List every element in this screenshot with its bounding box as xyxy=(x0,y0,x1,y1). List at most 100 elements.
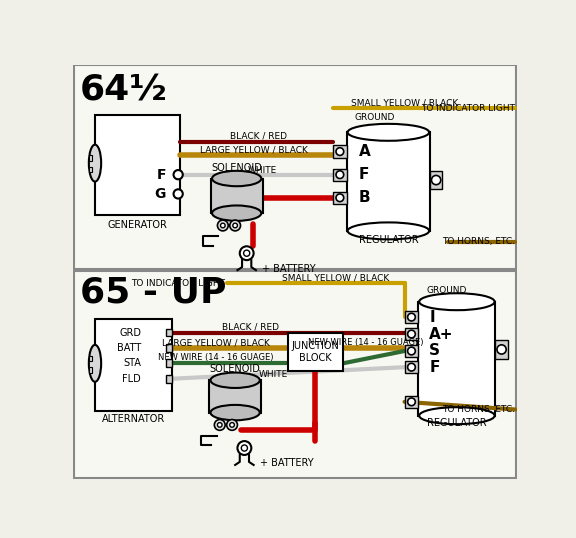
Text: GROUND: GROUND xyxy=(354,113,395,122)
Bar xyxy=(89,155,92,161)
Text: SMALL YELLOW / BLACK: SMALL YELLOW / BLACK xyxy=(351,98,458,108)
Bar xyxy=(495,340,507,359)
Text: B: B xyxy=(359,190,371,206)
Ellipse shape xyxy=(347,222,429,239)
Text: FLD: FLD xyxy=(123,374,141,384)
Text: A+: A+ xyxy=(429,327,454,342)
Text: WHITE: WHITE xyxy=(248,166,276,174)
Ellipse shape xyxy=(212,171,262,186)
Circle shape xyxy=(408,347,415,355)
Text: ALTERNATOR: ALTERNATOR xyxy=(102,414,165,424)
Ellipse shape xyxy=(89,145,101,182)
Bar xyxy=(89,356,92,361)
Text: + BATTERY: + BATTERY xyxy=(260,458,313,469)
Circle shape xyxy=(336,171,344,179)
Circle shape xyxy=(227,420,237,430)
Bar xyxy=(347,132,430,231)
Text: I: I xyxy=(429,310,435,324)
Bar xyxy=(210,179,263,213)
Ellipse shape xyxy=(89,345,101,382)
Bar xyxy=(166,359,172,367)
Ellipse shape xyxy=(210,405,260,420)
Circle shape xyxy=(173,189,183,199)
Text: STA: STA xyxy=(123,358,141,369)
Bar xyxy=(95,318,172,411)
Bar xyxy=(404,361,418,373)
Bar xyxy=(95,115,180,215)
Circle shape xyxy=(408,313,415,321)
Text: TO INDICATOR LIGHT: TO INDICATOR LIGHT xyxy=(131,279,225,288)
Bar xyxy=(333,192,347,204)
Bar xyxy=(404,395,418,408)
Circle shape xyxy=(217,220,228,231)
Text: GROUND: GROUND xyxy=(426,286,467,295)
Circle shape xyxy=(230,423,234,427)
Text: F: F xyxy=(429,360,439,374)
Text: BLACK / RED: BLACK / RED xyxy=(222,323,279,331)
Ellipse shape xyxy=(210,372,260,388)
Text: LARGE YELLOW / BLACK: LARGE YELLOW / BLACK xyxy=(162,338,270,347)
Text: JUNCTION
BLOCK: JUNCTION BLOCK xyxy=(291,341,339,363)
Bar xyxy=(74,271,516,478)
Text: NEW WIRE (14 - 16 GUAGE): NEW WIRE (14 - 16 GUAGE) xyxy=(308,338,424,347)
Text: BLACK / RED: BLACK / RED xyxy=(230,132,287,140)
Text: REGULATOR: REGULATOR xyxy=(358,235,418,245)
Bar xyxy=(89,167,92,172)
Ellipse shape xyxy=(419,293,495,310)
Text: LARGE YELLOW / BLACK: LARGE YELLOW / BLACK xyxy=(200,146,308,154)
Bar xyxy=(404,345,418,357)
Bar xyxy=(89,367,92,372)
Circle shape xyxy=(497,345,506,354)
Text: NEW WIRE (14 - 16 GUAGE): NEW WIRE (14 - 16 GUAGE) xyxy=(158,353,274,363)
Circle shape xyxy=(233,223,237,228)
Bar xyxy=(166,329,172,336)
Bar xyxy=(209,380,262,413)
Circle shape xyxy=(408,398,415,406)
Text: S: S xyxy=(429,343,440,358)
Circle shape xyxy=(431,175,441,185)
Text: WHITE: WHITE xyxy=(259,370,288,379)
Circle shape xyxy=(408,330,415,338)
Circle shape xyxy=(214,420,225,430)
Circle shape xyxy=(336,194,344,202)
Text: GENERATOR: GENERATOR xyxy=(107,220,167,230)
Circle shape xyxy=(230,220,241,231)
Text: SOLENOID: SOLENOID xyxy=(211,162,262,173)
Text: 65 - UP: 65 - UP xyxy=(79,275,226,309)
Circle shape xyxy=(237,441,251,455)
Bar xyxy=(430,171,442,189)
Text: + BATTERY: + BATTERY xyxy=(262,264,316,274)
Text: TO INDICATOR LIGHT: TO INDICATOR LIGHT xyxy=(420,104,514,113)
Bar xyxy=(287,332,343,371)
Bar xyxy=(166,375,172,383)
Text: GRD: GRD xyxy=(119,328,141,337)
Ellipse shape xyxy=(212,206,262,221)
Text: REGULATOR: REGULATOR xyxy=(427,419,487,428)
Circle shape xyxy=(217,423,222,427)
Ellipse shape xyxy=(347,124,429,141)
Text: BATT: BATT xyxy=(117,343,141,353)
Ellipse shape xyxy=(419,407,495,424)
Circle shape xyxy=(244,250,250,256)
Bar xyxy=(404,311,418,323)
Text: F: F xyxy=(359,167,369,182)
Circle shape xyxy=(241,445,248,451)
Bar xyxy=(74,65,516,270)
Circle shape xyxy=(221,223,225,228)
Text: SOLENOID: SOLENOID xyxy=(210,364,260,374)
Circle shape xyxy=(173,170,183,179)
Bar xyxy=(333,168,347,181)
Text: 64½: 64½ xyxy=(79,74,168,108)
Circle shape xyxy=(336,148,344,155)
Text: A: A xyxy=(359,144,371,159)
Bar xyxy=(333,145,347,158)
Circle shape xyxy=(408,363,415,371)
Text: F: F xyxy=(156,168,166,182)
Text: SMALL YELLOW / BLACK: SMALL YELLOW / BLACK xyxy=(282,273,389,282)
Bar xyxy=(166,344,172,352)
Text: TO HORNS, ETC.: TO HORNS, ETC. xyxy=(442,237,514,246)
Text: TO HORNS, ETC.: TO HORNS, ETC. xyxy=(442,405,514,414)
Text: G: G xyxy=(154,187,166,201)
Bar xyxy=(418,302,495,416)
Circle shape xyxy=(240,246,253,260)
